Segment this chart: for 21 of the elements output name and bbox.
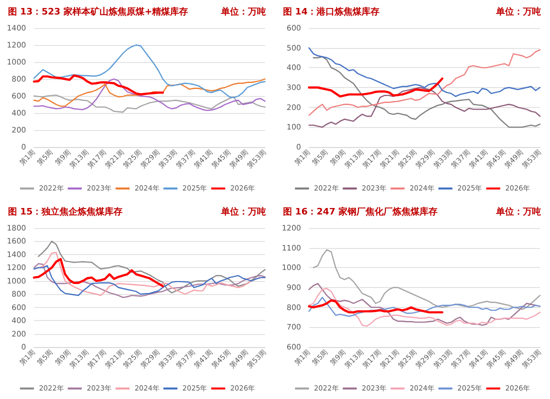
line-series <box>308 296 541 317</box>
chart-title: 图 13：523 家样本矿山炼焦原煤+精煤库存 <box>8 6 188 18</box>
chart-subtitle: 单位：万吨 <box>220 206 266 218</box>
line-series <box>308 77 444 98</box>
chart-title: 图 14：港口炼焦煤库存 <box>283 6 380 18</box>
line-series <box>38 240 266 294</box>
line-series <box>33 94 266 113</box>
chart-title: 图 15：独立焦企炼焦煤库存 <box>8 206 123 218</box>
line-series <box>308 49 541 116</box>
line-series <box>308 47 541 98</box>
chart-subtitle: 单位：万吨 <box>495 6 541 18</box>
line-series <box>32 258 164 288</box>
line-series <box>308 299 444 314</box>
chart-subtitle: 单位：万吨 <box>495 206 541 218</box>
chart-subtitle: 单位：万吨 <box>220 6 266 18</box>
line-series <box>308 86 541 128</box>
chart-title: 图 16：247 家钢厂焦化厂炼焦煤库存 <box>283 206 438 218</box>
line-series <box>32 74 164 96</box>
line-series <box>312 56 541 128</box>
line-series <box>312 249 541 310</box>
line-series <box>33 44 266 98</box>
